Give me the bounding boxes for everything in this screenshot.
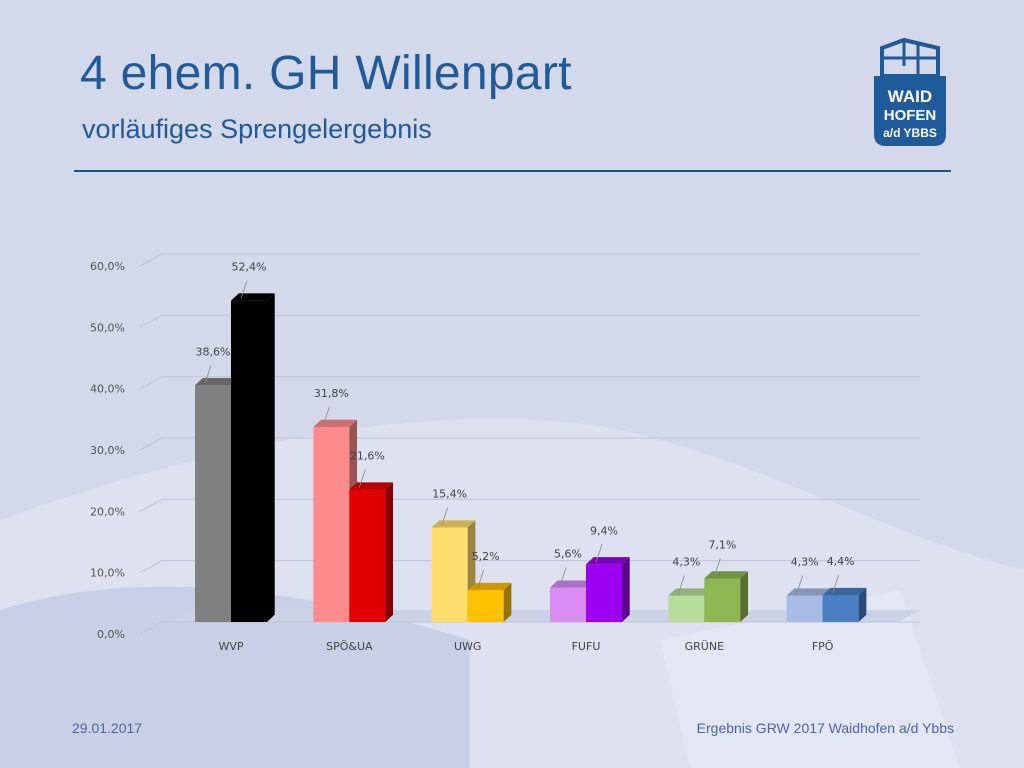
y-tick-label: 40,0% <box>90 383 125 396</box>
page-subtitle: vorläufiges Sprengelergebnis <box>82 114 432 144</box>
data-label: 38,6% <box>196 345 231 358</box>
footer-source: Ergebnis GRW 2017 Waidhofen a/d Ybbs <box>696 720 954 736</box>
data-label-leader <box>559 567 567 586</box>
x-tick-label: UWG <box>454 640 481 653</box>
logo-line-1: WAID <box>888 87 932 106</box>
x-tick-label: SPÖ&UA <box>326 640 373 653</box>
y-tick-label: 0,0% <box>97 628 125 641</box>
gridline <box>139 621 920 635</box>
y-tick-label: 20,0% <box>90 505 125 518</box>
x-tick-label: FUFU <box>572 640 601 653</box>
page-title: 4 ehem. GH Willenpart <box>80 47 572 100</box>
data-label: 4,3% <box>672 556 700 569</box>
bar-WVP-2 <box>231 293 275 622</box>
data-label: 5,6% <box>554 548 582 561</box>
y-tick-label: 10,0% <box>90 567 125 580</box>
y-tick-label: 60,0% <box>90 260 125 273</box>
data-label-leader <box>358 469 366 488</box>
gridline <box>139 376 920 390</box>
gridline <box>139 498 920 512</box>
data-label: 15,4% <box>432 488 467 501</box>
data-label-leader <box>796 575 804 594</box>
title-divider <box>74 170 951 172</box>
footer-date: 29.01.2017 <box>72 720 143 736</box>
data-label: 5,2% <box>472 550 500 563</box>
x-tick-label: FPÖ <box>812 640 834 653</box>
gridline <box>139 314 920 328</box>
data-label-leader <box>322 406 330 426</box>
logo-line-2: HOFEN <box>884 107 937 124</box>
gridline <box>139 437 920 451</box>
waidhofen-logo: WAID HOFEN a/d YBBS <box>874 37 946 146</box>
data-label: 4,3% <box>791 556 819 569</box>
data-label: 21,6% <box>350 450 385 463</box>
data-label-leader <box>677 575 685 594</box>
data-label: 52,4% <box>232 261 267 274</box>
bar-UWG-2 <box>467 582 512 622</box>
bar-UWG-1 <box>431 520 476 622</box>
y-tick-label: 30,0% <box>90 444 125 457</box>
data-label-leader <box>240 280 248 299</box>
x-tick-label: GRÜNE <box>685 640 724 653</box>
data-label: 31,8% <box>314 387 349 400</box>
data-label-leader <box>204 365 212 384</box>
x-tick-label: WVP <box>218 640 243 653</box>
data-label-leader <box>713 558 721 577</box>
data-label: 9,4% <box>590 524 618 537</box>
bar-chart: 0,0% 10,0% 20,0% 30,0% 40,0% 50,0% 60,0% 38,6% 5… <box>90 253 920 653</box>
bar-FPÖ-2 <box>822 587 867 622</box>
data-label-leader <box>832 574 840 594</box>
bar-FUFU-2 <box>586 557 630 622</box>
gridline <box>139 560 920 574</box>
data-label: 7,1% <box>708 538 736 551</box>
gridline <box>139 253 920 267</box>
logo-line-3: a/d YBBS <box>883 126 937 140</box>
data-label-leader <box>477 569 485 589</box>
bar-SPÖ&UA-2 <box>349 482 394 622</box>
y-tick-label: 50,0% <box>90 321 125 334</box>
data-label: 4,4% <box>827 555 855 568</box>
data-label-leader <box>595 544 603 563</box>
bar-GRÜNE-2 <box>704 571 749 622</box>
data-label-leader <box>441 507 449 526</box>
